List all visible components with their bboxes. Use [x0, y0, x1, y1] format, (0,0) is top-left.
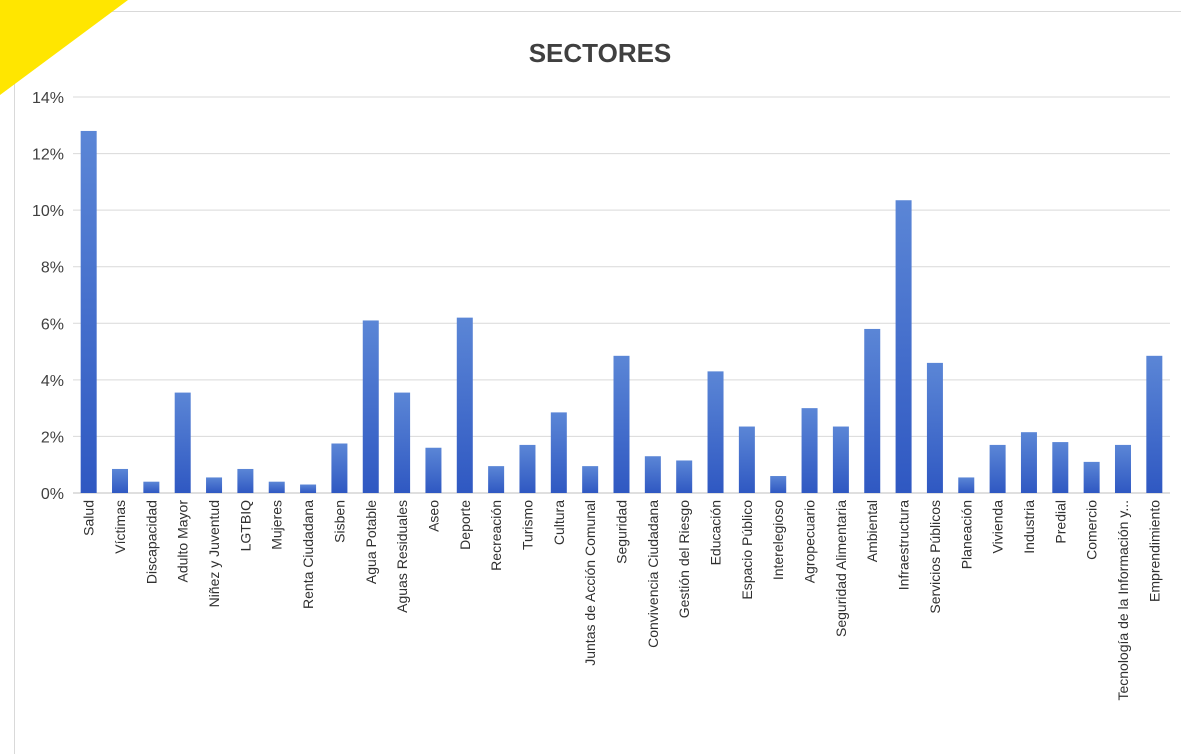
- bar: [926, 362, 943, 493]
- y-tick-label: 8%: [41, 260, 64, 277]
- x-tick-label: Adulto Mayor: [175, 500, 191, 583]
- bar: [770, 476, 787, 493]
- x-tick-label: Deporte: [457, 500, 473, 550]
- bar: [582, 466, 599, 493]
- bar: [832, 426, 849, 493]
- y-tick-label: 10%: [32, 203, 64, 220]
- x-tick-label: Salud: [81, 500, 97, 536]
- bar: [112, 468, 129, 493]
- bar: [895, 200, 912, 493]
- x-tick-label: LGTBIQ: [237, 500, 253, 551]
- x-tick-label: Agropecuario: [802, 500, 818, 583]
- x-tick-label: Predial: [1052, 500, 1068, 544]
- bar: [1020, 432, 1037, 493]
- bar: [738, 426, 755, 493]
- x-tick-label: Seguridad: [614, 500, 630, 564]
- x-tick-label: Gestión del Riesgo: [676, 500, 692, 619]
- bar: [864, 328, 881, 493]
- bar: [1083, 461, 1100, 493]
- y-tick-label: 4%: [41, 373, 64, 390]
- x-tick-label: Servicios Públicos: [927, 500, 943, 614]
- x-tick-label: Turismo: [519, 500, 535, 550]
- bar: [676, 460, 693, 493]
- bar: [206, 477, 223, 493]
- x-tick-label: Seguridad Alimentaria: [833, 500, 849, 637]
- x-tick-label: Infraestructura: [896, 500, 912, 590]
- bar: [237, 468, 254, 493]
- y-tick-label: 12%: [32, 147, 64, 164]
- bar: [268, 481, 285, 493]
- x-tick-label: Ambiental: [864, 500, 880, 562]
- x-tick-label: Educación: [708, 500, 724, 565]
- x-tick-label: Víctimas: [112, 500, 128, 554]
- y-tick-label: 2%: [41, 429, 64, 446]
- bar: [394, 392, 411, 493]
- bar: [300, 484, 317, 493]
- x-tick-label: Tecnología de la Información y...: [1115, 500, 1131, 701]
- x-tick-label: Comercio: [1084, 500, 1100, 560]
- bar: [362, 320, 379, 493]
- x-tick-label: Cultura: [551, 500, 567, 545]
- y-tick-label: 6%: [41, 316, 64, 333]
- yellow-corner-triangle: [0, 0, 128, 95]
- y-tick-label: 14%: [32, 90, 64, 107]
- bar: [550, 412, 567, 493]
- x-tick-label: Emprendimiento: [1146, 500, 1162, 602]
- bar: [488, 466, 505, 493]
- bar: [1146, 355, 1163, 493]
- bar: [989, 444, 1006, 493]
- bar: [174, 392, 191, 493]
- bar: [958, 477, 975, 493]
- bar: [613, 355, 630, 493]
- x-tick-label: Vivienda: [990, 500, 1006, 554]
- x-tick-label: Recreación: [488, 500, 504, 571]
- x-tick-label: Espacio Público: [739, 500, 755, 600]
- bar: [644, 456, 661, 493]
- y-tick-label: 0%: [41, 486, 64, 503]
- bar: [519, 444, 536, 493]
- bar: [143, 481, 160, 493]
- bar: [331, 443, 348, 493]
- chart-title: SECTORES: [529, 38, 672, 68]
- bar: [1114, 444, 1131, 493]
- x-tick-label: Industria: [1021, 500, 1037, 554]
- bar: [80, 130, 97, 493]
- x-tick-label: Renta Ciudadana: [300, 500, 316, 609]
- bar: [456, 317, 473, 493]
- bar: [801, 408, 818, 493]
- x-tick-label: Aseo: [425, 500, 441, 532]
- x-tick-label: Discapacidad: [143, 500, 159, 584]
- chart-frame: [14, 11, 1181, 754]
- bar: [1052, 442, 1069, 493]
- bar: [425, 447, 442, 493]
- x-tick-label: Agua Potable: [363, 500, 379, 584]
- x-tick-label: Sisben: [331, 500, 347, 543]
- x-tick-label: Convivencia Ciudadana: [645, 500, 661, 648]
- x-tick-label: Aguas Residuales: [394, 500, 410, 613]
- x-tick-label: Mujeres: [269, 500, 285, 550]
- bar: [707, 371, 724, 493]
- x-tick-label: Planeación: [958, 500, 974, 569]
- x-tick-label: Juntas de Acción Comunal: [582, 500, 598, 666]
- x-tick-label: Niñez y Juventud: [206, 500, 222, 607]
- x-tick-label: Interelegioso: [770, 500, 786, 580]
